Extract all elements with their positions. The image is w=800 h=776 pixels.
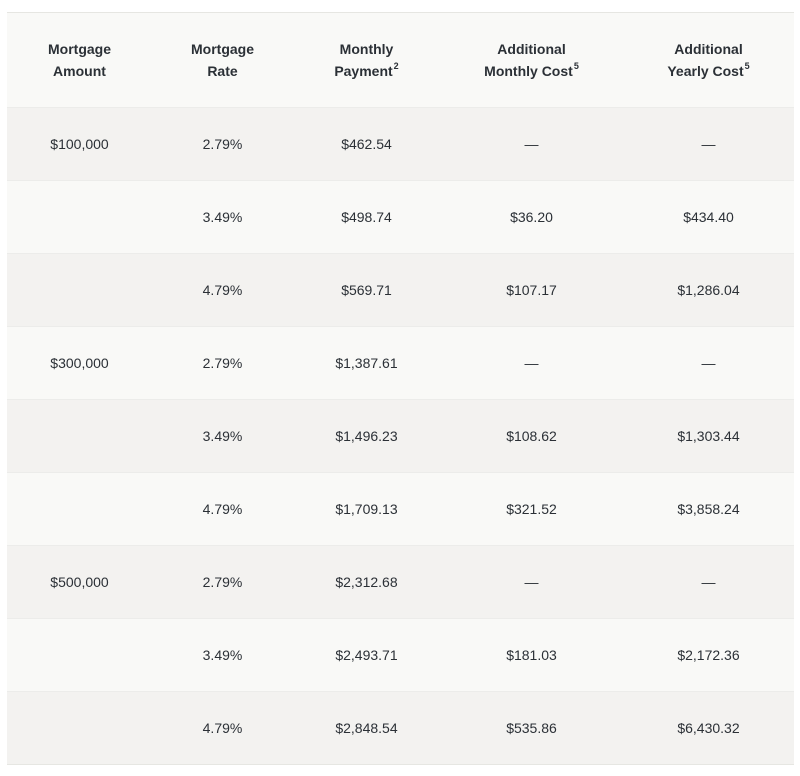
cell-mortgage-rate: 2.79% [152,545,293,619]
cell-additional-monthly-cost: $36.20 [440,180,623,254]
cell-monthly-payment: $1,709.13 [293,472,440,546]
table-row: $300,000 2.79% $1,387.61 — — [7,326,794,400]
cell-mortgage-rate: 3.49% [152,399,293,473]
header-line2-text: Payment [334,63,393,79]
cell-additional-monthly-cost: — [440,326,623,400]
table-row: 4.79% $569.71 $107.17 $1,286.04 [7,253,794,327]
cell-monthly-payment: $462.54 [293,107,440,181]
cell-mortgage-amount: $500,000 [7,545,152,619]
header-line2: Rate [152,60,293,82]
header-line2-text: Rate [207,63,238,79]
header-mortgage-amount: Mortgage Amount [7,13,152,108]
cell-additional-monthly-cost: $107.17 [440,253,623,327]
cell-mortgage-rate: 4.79% [152,691,293,764]
cell-monthly-payment: $1,387.61 [293,326,440,400]
cell-additional-monthly-cost: — [440,107,623,181]
cell-monthly-payment: $569.71 [293,253,440,327]
mortgage-comparison-table: Mortgage Amount Mortgage Rate Monthly Pa… [7,13,794,764]
cell-additional-yearly-cost: $1,303.44 [623,399,794,473]
cell-additional-monthly-cost: — [440,545,623,619]
header-line2-text: Monthly Cost [484,63,573,79]
table-row: 3.49% $1,496.23 $108.62 $1,303.44 [7,399,794,473]
table-body: $100,000 2.79% $462.54 — — 3.49% $498.74… [7,107,794,764]
cell-mortgage-amount: $100,000 [7,107,152,181]
table-row: 4.79% $1,709.13 $321.52 $3,858.24 [7,472,794,546]
cell-mortgage-amount [7,399,152,473]
cell-mortgage-amount [7,691,152,764]
cell-mortgage-rate: 2.79% [152,326,293,400]
cell-additional-monthly-cost: $535.86 [440,691,623,764]
header-line2: Amount [7,60,152,82]
header-line1: Monthly [339,41,394,57]
header-additional-monthly-cost: Additional Monthly Cost5 [440,13,623,108]
cell-monthly-payment: $498.74 [293,180,440,254]
cell-additional-monthly-cost: $181.03 [440,618,623,692]
cell-additional-monthly-cost: $108.62 [440,399,623,473]
header-line1: Additional [674,41,743,57]
footnote-marker: 5 [573,61,579,72]
header-mortgage-rate: Mortgage Rate [152,13,293,108]
header-line2: Yearly Cost5 [623,60,794,82]
cell-mortgage-rate: 4.79% [152,253,293,327]
table-row: $100,000 2.79% $462.54 — — [7,107,794,181]
cell-additional-yearly-cost: $1,286.04 [623,253,794,327]
cell-additional-yearly-cost: — [623,545,794,619]
table-row: 3.49% $2,493.71 $181.03 $2,172.36 [7,618,794,692]
cell-mortgage-rate: 4.79% [152,472,293,546]
cell-additional-yearly-cost: — [623,107,794,181]
footnote-marker: 2 [393,61,399,72]
cell-additional-yearly-cost: $434.40 [623,180,794,254]
cell-additional-yearly-cost: $3,858.24 [623,472,794,546]
header-line2: Payment2 [293,60,440,82]
cell-mortgage-rate: 3.49% [152,180,293,254]
table-header: Mortgage Amount Mortgage Rate Monthly Pa… [7,13,794,108]
mortgage-comparison-table-container: Mortgage Amount Mortgage Rate Monthly Pa… [7,12,794,765]
cell-mortgage-amount [7,618,152,692]
header-line2-text: Amount [53,63,106,79]
cell-monthly-payment: $2,493.71 [293,618,440,692]
cell-mortgage-amount [7,180,152,254]
table-row: $500,000 2.79% $2,312.68 — — [7,545,794,619]
cell-monthly-payment: $2,312.68 [293,545,440,619]
header-line1: Mortgage [191,41,254,57]
cell-additional-yearly-cost: — [623,326,794,400]
footnote-marker: 5 [744,61,750,72]
header-line2-text: Yearly Cost [667,63,744,79]
header-line1: Mortgage [48,41,111,57]
header-additional-yearly-cost: Additional Yearly Cost5 [623,13,794,108]
cell-additional-yearly-cost: $6,430.32 [623,691,794,764]
cell-monthly-payment: $1,496.23 [293,399,440,473]
cell-mortgage-rate: 3.49% [152,618,293,692]
cell-mortgage-amount [7,253,152,327]
cell-additional-monthly-cost: $321.52 [440,472,623,546]
cell-mortgage-amount: $300,000 [7,326,152,400]
cell-mortgage-rate: 2.79% [152,107,293,181]
cell-monthly-payment: $2,848.54 [293,691,440,764]
table-row: 3.49% $498.74 $36.20 $434.40 [7,180,794,254]
table-row: 4.79% $2,848.54 $535.86 $6,430.32 [7,691,794,764]
header-line1: Additional [497,41,566,57]
header-line2: Monthly Cost5 [440,60,623,82]
cell-additional-yearly-cost: $2,172.36 [623,618,794,692]
header-monthly-payment: Monthly Payment2 [293,13,440,108]
header-row: Mortgage Amount Mortgage Rate Monthly Pa… [7,13,794,108]
cell-mortgage-amount [7,472,152,546]
